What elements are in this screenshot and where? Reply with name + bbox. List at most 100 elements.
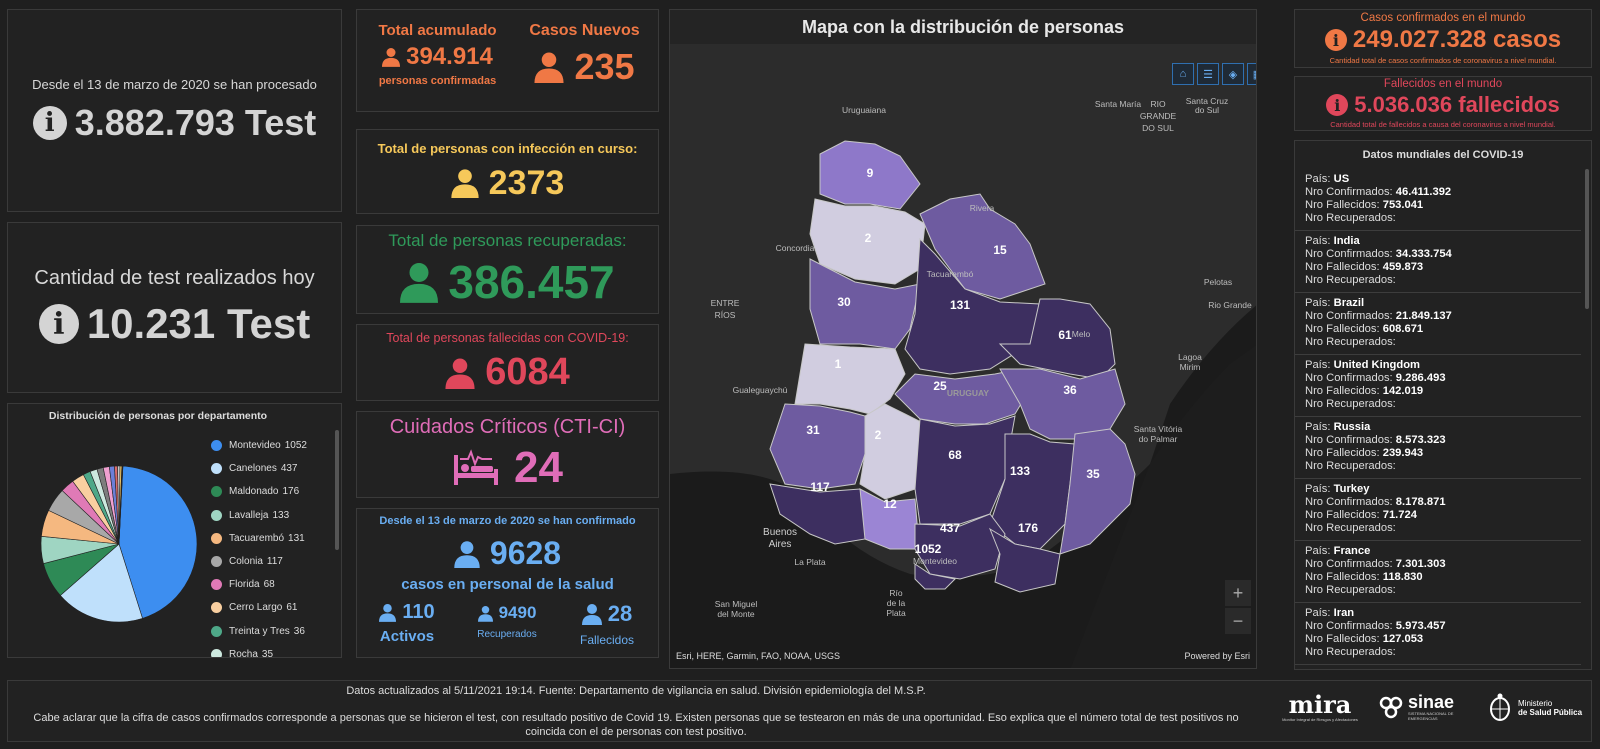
place-label: La Plata [794, 557, 825, 567]
country-name: País: Iran [1305, 607, 1355, 619]
region-count: 131 [950, 298, 970, 312]
legend-item: Rocha 35 [211, 643, 307, 658]
layers-icon[interactable]: ◈ [1222, 63, 1244, 85]
place-label: Pelotas [1204, 277, 1232, 287]
place-label: do Sul [1195, 105, 1219, 115]
legend-swatch [211, 486, 222, 498]
powered-by-esri[interactable]: Powered by Esri [1184, 651, 1250, 661]
legend-value: 133 [272, 509, 290, 521]
legend-swatch [211, 625, 222, 637]
region-count: 12 [883, 497, 897, 511]
basemap-gallery-icon[interactable]: ▦ [1247, 63, 1256, 85]
region-count: 437 [940, 521, 960, 535]
zoom-out-button[interactable]: − [1225, 608, 1251, 634]
place-label: Mirim [1180, 362, 1201, 372]
country-recuperados: Nro Recuperados: [1305, 274, 1396, 286]
country-confirmados: Nro Confirmados: 46.411.392 [1305, 186, 1452, 198]
pie-legend: Montevideo 1052 Canelones 437 Maldonado 176 La… [211, 434, 307, 658]
map-attribution: Esri, HERE, Garmin, FAO, NOAA, USGS [676, 651, 841, 661]
country-recuperados: Nro Recuperados: [1305, 212, 1396, 224]
pie-slice[interactable] [59, 543, 143, 623]
legend-value: 68 [263, 579, 275, 591]
country-item: País: US Nro Confirmados: 46.411.392 Nro F… [1295, 169, 1581, 231]
legend-swatch [211, 556, 222, 568]
person-icon [445, 357, 475, 389]
footer-note: Cabe aclarar que la cifra de casos confi… [33, 712, 1239, 738]
legend-label: Maldonado [229, 486, 279, 498]
countries-scrollbar[interactable] [1585, 169, 1589, 309]
tests-total-panel: Desde el 13 de marzo de 2020 se han proc… [7, 9, 342, 212]
person-icon [382, 48, 401, 67]
fallecidas-panel: Total de personas fallecidas con COVID-1… [356, 324, 659, 401]
coat-of-arms-icon [1490, 693, 1510, 721]
country-fallecidos: Nro Fallecidos: 239.943 [1305, 447, 1424, 459]
place-label: Melo [1072, 329, 1091, 339]
zoom-in-button[interactable]: + [1225, 580, 1251, 606]
legend-swatch [211, 579, 222, 591]
legend-swatch [211, 463, 222, 475]
country-fallecidos: Nro Fallecidos: 127.053 [1305, 633, 1424, 645]
country-item: País: Iran Nro Confirmados: 5.973.457 Nro … [1295, 603, 1581, 665]
salud-recuperados-value: 9490 [498, 603, 537, 622]
list-icon[interactable]: ☰ [1197, 63, 1219, 85]
place-label: ENTRE [711, 298, 740, 308]
place-label: Santa Vitória [1134, 424, 1183, 434]
pie-chart [40, 465, 198, 623]
region-count: 1052 [915, 542, 942, 556]
country-fallecidos: Nro Fallecidos: 71.724 [1305, 509, 1417, 521]
home-icon[interactable]: ⌂ [1172, 63, 1194, 85]
country-item: País: India Nro Confirmados: 34.333.754 Nr… [1295, 231, 1581, 293]
place-label: Buenos [763, 527, 797, 538]
world-confirmados-label: Casos confirmados en el mundo [1360, 12, 1526, 24]
pie-slice[interactable] [118, 465, 124, 545]
country-fallecidos: Nro Fallecidos: 753.041 [1305, 199, 1424, 211]
dept-rocha [1059, 428, 1136, 555]
dept-canelones [914, 513, 1006, 580]
place-label: Aires [769, 539, 792, 550]
legend-item: Montevideo 1052 [211, 434, 307, 457]
acumulado-label: Total acumulado [378, 22, 497, 39]
sinae-emblem-icon [1379, 696, 1403, 719]
country-recuperados: Nro Recuperados: [1305, 522, 1396, 534]
legend-label: Florida [229, 579, 260, 591]
region-count: 9 [867, 166, 874, 180]
legend-scrollbar[interactable] [335, 430, 339, 550]
legend-value: 131 [288, 532, 305, 544]
country-recuperados: Nro Recuperados: [1305, 336, 1396, 348]
place-label: Gualeguaychú [733, 385, 788, 395]
en-curso-label: Total de personas con infección en curso… [377, 140, 638, 156]
dept-soriano [769, 403, 866, 490]
country-fallecidos: Nro Fallecidos: 118.830 [1305, 571, 1423, 583]
country-item: País: Brazil Nro Confirmados: 21.849.137 N… [1295, 293, 1581, 355]
dept-artigas [819, 140, 921, 210]
cti-label: Cuidados Críticos (CTI-CI) [389, 416, 626, 438]
map-panel: Mapa con la distribución de personas 9 2… [669, 9, 1257, 669]
country-confirmados: Nro Confirmados: 34.333.754 [1305, 248, 1452, 260]
country-name: País: France [1305, 545, 1371, 557]
person-icon [454, 540, 480, 568]
legend-label: Montevideo [229, 440, 281, 452]
salud-fallecidos: 28 Fallecidos [567, 601, 647, 647]
place-label: Uruguaiana [842, 105, 886, 115]
map-title: Mapa con la distribución de personas [670, 10, 1256, 44]
legend-value: 437 [280, 463, 298, 475]
legend-item: Florida 68 [211, 573, 307, 596]
place-label: Lagoa [1178, 352, 1202, 362]
region-count: 117 [810, 480, 830, 494]
info-icon: i [1324, 29, 1347, 51]
acumulado-sub: personas confirmadas [378, 75, 497, 87]
map-canvas[interactable]: 9 2 15 30 131 61 1 25 36 31 2 68 133 35 … [670, 44, 1257, 669]
legend-item: Tacuarembó 131 [211, 527, 307, 550]
info-icon: i [1326, 94, 1349, 116]
region-count: 1 [835, 357, 842, 371]
person-icon [477, 605, 493, 622]
place-label: do Palmar [1139, 434, 1178, 444]
legend-item: Cerro Largo 61 [211, 596, 307, 619]
country-confirmados: Nro Confirmados: 5.973.457 [1305, 620, 1446, 632]
legend-value: 35 [261, 648, 274, 658]
legend-value: 176 [282, 486, 300, 498]
country-fallecidos: Nro Fallecidos: 459.873 [1305, 261, 1424, 273]
salud-caption: Desde el 13 de marzo de 2020 se han conf… [379, 515, 636, 527]
country-name: País: Russia [1305, 421, 1371, 433]
pie-slice[interactable] [118, 465, 198, 619]
